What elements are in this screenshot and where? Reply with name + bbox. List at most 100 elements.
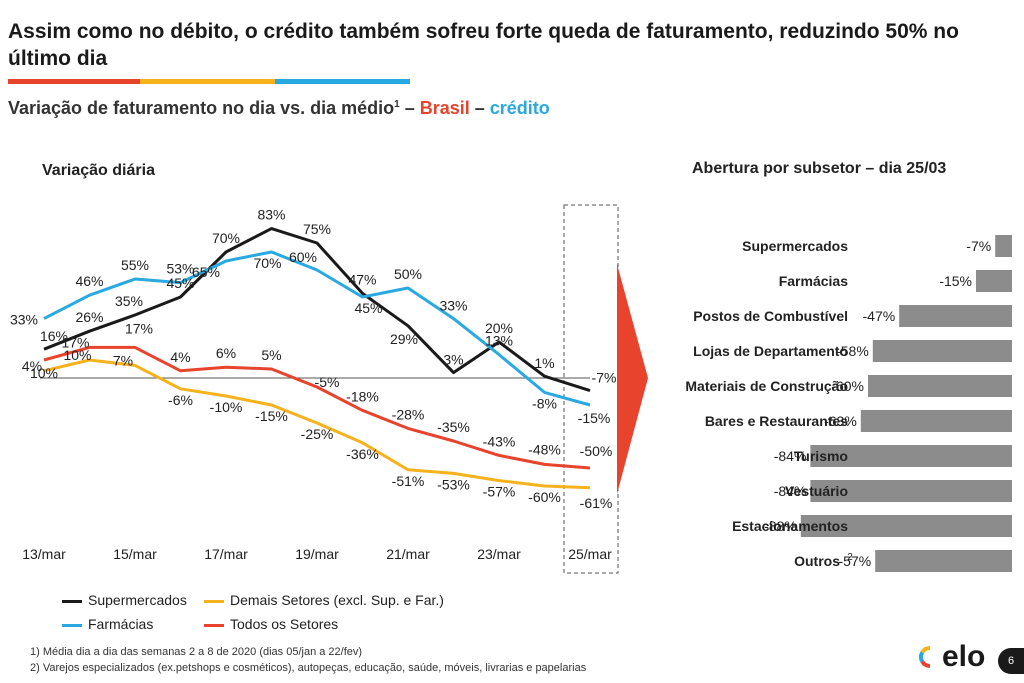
subtitle-main: Variação de faturamento no dia vs. dia m…: [8, 98, 395, 118]
legend-label: Todos os Setores: [230, 616, 339, 632]
data-label: 53%: [166, 261, 194, 277]
data-label: 65%: [192, 264, 220, 280]
page-subtitle: Variação de faturamento no dia vs. dia m…: [8, 98, 550, 119]
data-label: -53%: [437, 476, 470, 492]
data-label: 20%: [485, 320, 513, 336]
data-label: 10%: [63, 347, 91, 363]
data-label: 6%: [216, 345, 236, 361]
bar: [810, 480, 1012, 502]
data-label: 33%: [10, 312, 38, 328]
data-label: -25%: [301, 426, 334, 442]
bar-value-label: -63%: [824, 413, 857, 429]
bar-value-label: -60%: [831, 378, 864, 394]
data-label: -36%: [346, 446, 379, 462]
bar: [872, 340, 1012, 362]
data-label: -28%: [392, 406, 425, 422]
data-label: 4%: [22, 358, 42, 374]
subtitle-brasil: Brasil: [419, 98, 470, 118]
bar: [800, 515, 1012, 537]
bar-value-label: -84%: [774, 448, 807, 464]
data-label: -5%: [315, 374, 340, 390]
footnote-1: 1) Média dia a dia das semanas 2 a 8 de …: [30, 646, 363, 658]
bar-category-footnote-ref: 2: [847, 552, 853, 563]
elo-logo-text: elo: [942, 640, 986, 673]
legend-item-todos: Todos os Setores: [204, 616, 338, 632]
data-label: 46%: [75, 273, 103, 289]
bar: [810, 445, 1012, 467]
data-label: 83%: [257, 207, 285, 223]
bar-value-label: -15%: [939, 273, 972, 289]
data-label: 17%: [61, 334, 89, 350]
data-label: -7%: [592, 370, 617, 386]
data-label: -50%: [580, 443, 613, 459]
data-label: -8%: [532, 395, 557, 411]
data-label: 75%: [303, 221, 331, 237]
bar-category-label: Supermercados: [742, 238, 848, 254]
data-label: -57%: [483, 484, 516, 500]
data-label: 60%: [289, 249, 317, 265]
legend-item-demais: Demais Setores (excl. Sup. e Far.): [204, 592, 444, 608]
bar-category-label: Estacionamentos: [732, 518, 848, 534]
bar-value-label: -88%: [764, 518, 797, 534]
legend-swatch: [62, 623, 82, 627]
bar-value-label: -47%: [863, 308, 896, 324]
data-label: 3%: [443, 352, 463, 368]
bar-category-label: Farmácias: [779, 273, 848, 289]
bar-category-label: Lojas de Departamento: [693, 343, 848, 359]
bar: [995, 235, 1012, 257]
footnote-2: 2) Varejos especializados (ex.petshops e…: [30, 662, 587, 674]
line-chart-title: Variação diária: [42, 162, 155, 179]
x-tick-label: 25/mar: [568, 546, 612, 562]
legend-label: Farmácias: [88, 616, 154, 632]
bar: [875, 550, 1012, 572]
data-label: -15%: [255, 408, 288, 424]
data-label: -51%: [392, 473, 425, 489]
bar-chart-title: Abertura por subsetor – dia 25/03: [692, 160, 947, 177]
x-tick-label: 23/mar: [477, 546, 521, 562]
data-label: 10%: [30, 365, 58, 381]
page-number: 6: [998, 648, 1024, 674]
data-label: -6%: [168, 392, 193, 408]
series-line-3: [43, 358, 591, 490]
data-label: 70%: [212, 230, 240, 246]
data-label: 70%: [253, 255, 281, 271]
data-label: 50%: [394, 266, 422, 282]
data-label: 55%: [121, 257, 149, 273]
subtitle-dash: –: [399, 98, 420, 118]
data-label: -43%: [483, 433, 516, 449]
legend-label: Demais Setores (excl. Sup. e Far.): [230, 592, 444, 608]
series-line-0: [43, 227, 591, 393]
data-label: 26%: [75, 309, 103, 325]
data-label: 1%: [534, 355, 554, 371]
data-label: 29%: [390, 331, 418, 347]
bar-category-label: Outros: [794, 553, 840, 569]
bar-value-label: -58%: [836, 343, 869, 359]
bar: [860, 410, 1012, 432]
bar-value-label: -7%: [966, 238, 991, 254]
legend-swatch: [204, 599, 224, 603]
data-label: 5%: [261, 347, 281, 363]
title-accent-bar: [8, 79, 410, 84]
subtitle-dash: –: [469, 98, 490, 118]
data-label: 45%: [354, 300, 382, 316]
data-label: -61%: [580, 495, 613, 511]
x-tick-label: 17/mar: [204, 546, 248, 562]
elo-logo-icon: [919, 645, 931, 669]
bar: [868, 375, 1012, 397]
transition-arrow: [617, 264, 648, 494]
bar: [899, 305, 1012, 327]
data-label: 47%: [348, 271, 376, 287]
series-line-1: [43, 250, 591, 407]
data-label: -10%: [210, 399, 243, 415]
elo-logo: elo: [918, 640, 985, 674]
x-tick-label: 21/mar: [386, 546, 430, 562]
data-label: 45%: [166, 275, 194, 291]
legend-label: Supermercados: [88, 592, 187, 608]
data-label: 35%: [115, 293, 143, 309]
bar-category-label: Vestuário: [785, 483, 848, 499]
bar-value-label: -84%: [774, 483, 807, 499]
legend-item-farmacias: Farmácias: [62, 616, 153, 632]
data-label: -18%: [346, 388, 379, 404]
bar-value-label: -57%: [839, 553, 872, 569]
bar-category-label: Turismo: [794, 448, 848, 464]
